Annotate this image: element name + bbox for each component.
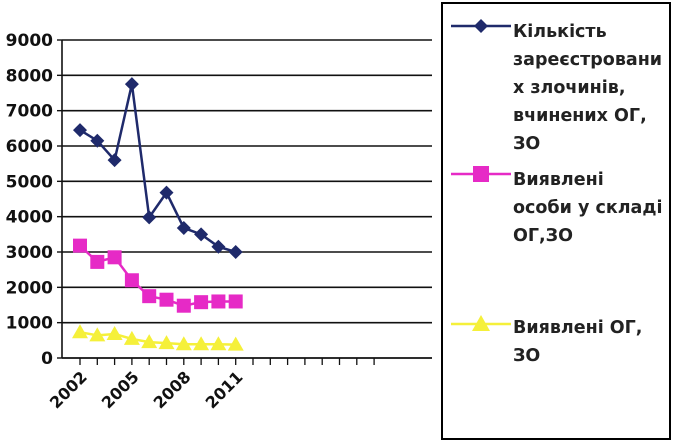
y-tick-label: 7000 xyxy=(6,102,53,122)
data-point xyxy=(73,238,87,253)
data-point xyxy=(175,336,192,351)
data-point xyxy=(124,77,139,92)
data-point xyxy=(227,336,244,351)
data-point xyxy=(73,123,87,138)
data-point xyxy=(72,324,88,339)
legend: Кількість зареєстровани х злочинів, вчин… xyxy=(441,2,671,440)
data-point xyxy=(90,133,105,148)
legend-symbol-triangle-icon xyxy=(451,315,511,331)
data-point xyxy=(124,273,139,288)
y-axis-ticks: 0 1000 2000 3000 4000 5000 6000 7000 8000 9000 xyxy=(6,31,53,369)
data-point xyxy=(194,227,209,242)
legend-line: Кількість xyxy=(513,22,607,42)
legend-line: х злочинів, xyxy=(513,78,626,98)
x-tick-label: 2008 xyxy=(150,367,195,412)
data-point xyxy=(210,336,227,351)
y-tick-label: 8000 xyxy=(6,66,53,86)
legend-line: зареєстровани xyxy=(513,50,663,70)
data-point xyxy=(106,325,123,340)
series-line xyxy=(79,244,236,308)
data-point xyxy=(89,327,106,342)
legend-line: ЗО xyxy=(513,134,541,154)
legend-line: особи у складі xyxy=(513,198,663,218)
y-tick-label: 3000 xyxy=(6,243,53,263)
legend-line: ОГ,ЗО xyxy=(513,226,573,246)
series-3 xyxy=(72,324,244,351)
data-point xyxy=(123,330,140,345)
series-1 xyxy=(73,77,243,259)
y-tick-label: 1000 xyxy=(6,314,53,334)
axes xyxy=(61,40,432,365)
data-point xyxy=(159,292,174,307)
x-tick-label: 2011 xyxy=(202,367,247,412)
x-tick-label: 2002 xyxy=(46,367,91,412)
data-point xyxy=(159,185,174,200)
gridlines xyxy=(57,39,432,359)
legend-line: вчинених ОГ, xyxy=(513,106,647,126)
data-point xyxy=(228,245,243,259)
legend-line: Виявлені ОГ, xyxy=(513,318,643,338)
data-point xyxy=(141,334,158,349)
legend-line: ЗО xyxy=(513,346,541,366)
data-point xyxy=(142,289,157,304)
data-point xyxy=(176,220,191,235)
x-axis-ticks: 2002 2005 2008 2011 xyxy=(46,367,247,412)
data-point xyxy=(107,153,122,168)
legend-label-series-1: Кількість зареєстровани х злочинів, вчин… xyxy=(513,18,671,158)
series-2 xyxy=(73,238,243,313)
y-tick-label: 4000 xyxy=(6,208,53,228)
x-tick-label: 2005 xyxy=(98,367,143,412)
data-point xyxy=(211,294,226,309)
legend-symbol-diamond-icon xyxy=(451,19,511,33)
data-point xyxy=(176,298,191,313)
y-tick-label: 0 xyxy=(41,349,53,369)
data-point xyxy=(90,254,105,269)
data-point xyxy=(142,210,157,225)
series-line xyxy=(79,83,237,254)
data-point xyxy=(158,335,175,350)
legend-symbol-square-icon xyxy=(451,166,511,182)
data-point xyxy=(107,250,122,265)
legend-line: Виявлені xyxy=(513,170,604,190)
series-line xyxy=(79,330,236,346)
data-point xyxy=(194,295,209,310)
data-point xyxy=(193,336,210,351)
data-point xyxy=(228,294,243,309)
legend-label-series-2: Виявлені особи у складі ОГ,ЗО xyxy=(513,166,671,250)
series-layer xyxy=(72,77,244,351)
data-point xyxy=(211,239,226,254)
y-tick-label: 6000 xyxy=(6,137,53,157)
y-tick-label: 9000 xyxy=(6,31,53,51)
y-tick-label: 5000 xyxy=(6,172,53,192)
legend-label-series-3: Виявлені ОГ, ЗО xyxy=(513,314,671,370)
y-tick-label: 2000 xyxy=(6,278,53,298)
